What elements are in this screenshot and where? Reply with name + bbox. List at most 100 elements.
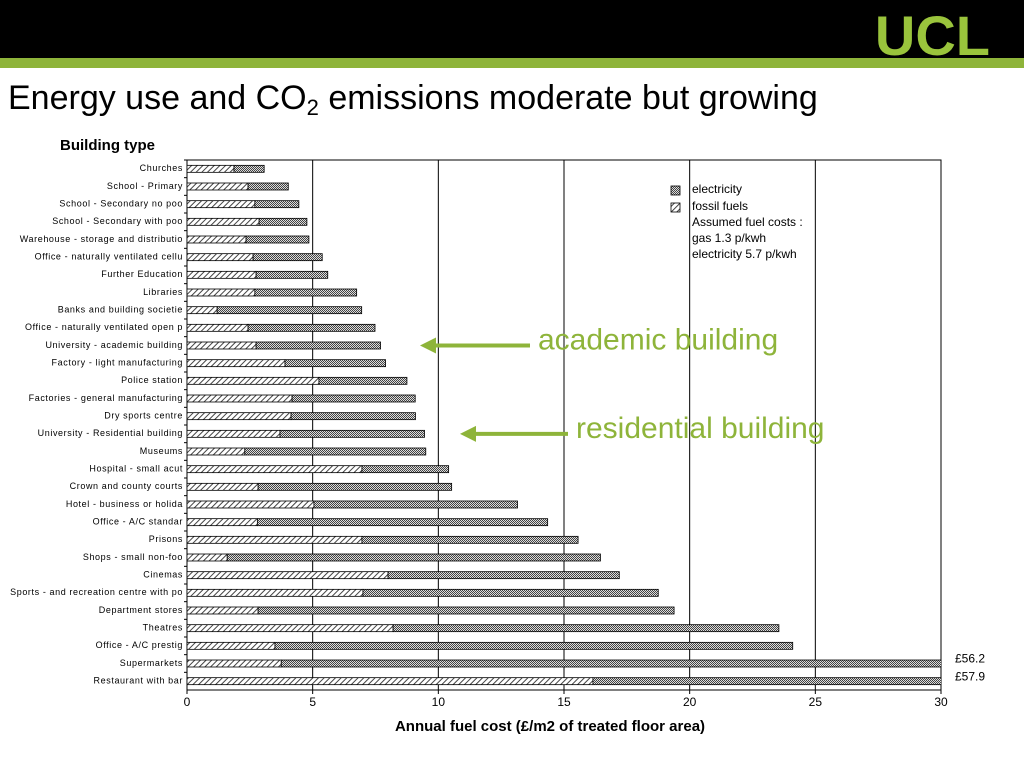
x-tick-label: 5 [309, 695, 316, 709]
y-axis-label: Building type [60, 137, 155, 154]
bar-segment [187, 306, 218, 315]
callout-arrowhead [420, 337, 436, 354]
y-tick-label: Sports - and recreation centre with po [10, 587, 183, 597]
bar-segment [187, 235, 247, 244]
bar-segment [187, 429, 281, 438]
bar-segment [256, 518, 549, 527]
bar-segment [257, 606, 675, 615]
y-tick-label: Shops - small non-foo [83, 552, 183, 562]
y-tick-label: Supermarkets [120, 658, 183, 668]
bar-segment [187, 164, 235, 173]
bar-segment [187, 376, 320, 385]
callout-label: academic building [538, 323, 778, 356]
title-subscript: 2 [307, 95, 319, 120]
title-text: Energy use and CO [8, 79, 307, 117]
bar-segment [257, 482, 453, 491]
x-tick-label: 10 [432, 695, 446, 709]
bar-segment [187, 394, 293, 403]
bar-segment [187, 270, 257, 279]
bar-segment [187, 588, 364, 597]
legend-note: electricity 5.7 p/kwh [692, 247, 797, 261]
bar-segment [284, 359, 386, 368]
bar-segment [592, 677, 941, 686]
legend-swatch [670, 202, 681, 213]
bar-segment [254, 288, 358, 297]
y-tick-label: Museums [140, 446, 183, 456]
bar-segment [361, 465, 450, 474]
y-tick-label: Office - naturally ventilated cellu [35, 252, 183, 262]
bar-segment [187, 182, 249, 191]
bar-segment [187, 412, 292, 421]
bar-segment [387, 571, 620, 580]
bar-segment [313, 500, 518, 509]
x-tick-label: 20 [683, 695, 697, 709]
bar-segment [233, 164, 265, 173]
bar-segment [280, 659, 941, 668]
bar-segment [187, 500, 315, 509]
bar-segment [255, 341, 381, 350]
legend-label: electricity [692, 182, 742, 196]
y-tick-label: Office - A/C standar [93, 517, 183, 527]
bar-segment [187, 217, 260, 226]
bar-segment [255, 270, 329, 279]
y-tick-label: Department stores [99, 605, 183, 615]
bar-segment [291, 394, 416, 403]
y-tick-label: School - Primary [107, 181, 183, 191]
bar-segment [187, 606, 259, 615]
bar-segment [187, 624, 394, 633]
overflow-label: £56.2 [955, 652, 985, 666]
bar-segment [187, 659, 282, 668]
overflow-label: £57.9 [955, 669, 985, 683]
bar-segment [245, 235, 310, 244]
y-tick-label: Further Education [101, 269, 183, 279]
y-tick-label: Banks and building societie [58, 305, 183, 315]
title-text: emissions moderate but growing [319, 79, 818, 117]
bar-segment [279, 429, 425, 438]
bar-segment [187, 288, 256, 297]
y-tick-label: Cinemas [143, 570, 183, 580]
bar-segment [187, 553, 228, 562]
bar-segment [187, 341, 257, 350]
y-tick-label: Churches [140, 163, 183, 173]
bar-segment [187, 535, 363, 544]
bar-segment [187, 323, 249, 332]
legend-swatch [670, 185, 681, 196]
y-tick-label: Warehouse - storage and distributio [20, 234, 183, 244]
legend-note: gas 1.3 p/kwh [692, 231, 766, 245]
bar-segment [290, 412, 416, 421]
bar-segment [361, 535, 579, 544]
y-tick-label: Police station [121, 375, 183, 385]
y-tick-label: Theatres [143, 623, 183, 633]
bar-segment [187, 200, 256, 209]
y-tick-label: School - Secondary with poo [52, 216, 183, 226]
bar-segment [247, 182, 289, 191]
y-tick-label: Libraries [143, 287, 183, 297]
bar-segment [187, 571, 389, 580]
y-tick-label: Office - naturally ventilated open p [25, 322, 183, 332]
y-tick-label: Factory - light manufacturing [52, 358, 183, 368]
bar-segment [187, 641, 276, 650]
y-tick-label: Prisons [149, 534, 183, 544]
bar-segment [258, 217, 308, 226]
header-bar [0, 0, 1024, 58]
callout-arrowhead [460, 425, 476, 442]
x-axis-label: Annual fuel cost (£/m2 of treated floor … [395, 718, 705, 735]
bar-segment [392, 624, 780, 633]
y-tick-label: University - academic building [45, 340, 183, 350]
bar-segment [252, 253, 323, 262]
bar-segment [247, 323, 376, 332]
y-tick-label: Factories - general manufacturing [29, 393, 183, 403]
legend-note: Assumed fuel costs : [692, 215, 803, 229]
slide-title: Energy use and CO2 emissions moderate bu… [8, 79, 818, 120]
y-tick-label: Hospital - small acut [89, 464, 183, 474]
y-tick-label: University - Residential building [38, 428, 183, 438]
bar-segment [187, 482, 259, 491]
callout-label: residential building [576, 412, 825, 445]
y-tick-label: Hotel - business or holida [66, 499, 183, 509]
bar-segment [187, 465, 363, 474]
y-tick-label: Crown and county courts [70, 481, 183, 491]
y-tick-label: Office - A/C prestig [96, 640, 183, 650]
y-tick-label: School - Secondary no poo [59, 199, 183, 209]
bar-segment [187, 359, 286, 368]
